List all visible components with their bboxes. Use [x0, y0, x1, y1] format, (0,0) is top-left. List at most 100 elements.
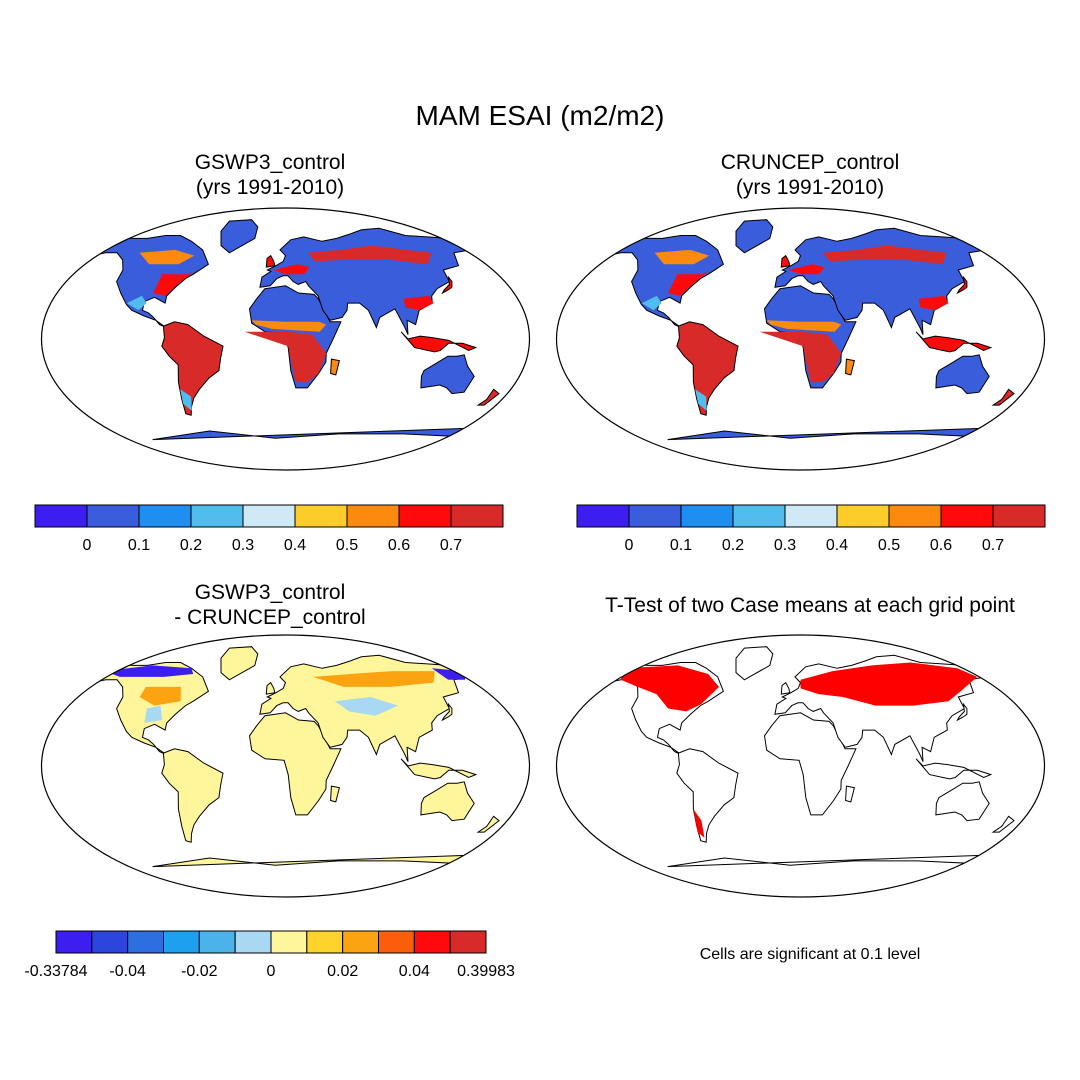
patch-siberia [307, 245, 432, 265]
patch-siberia [822, 245, 947, 265]
colorbar-tick-label: 0.2 [180, 537, 202, 554]
panel-title-top-left: GSWP3_control (yrs 1991-2010) [120, 150, 420, 200]
map-ttest-significance [555, 634, 1046, 898]
colorbar-swatch [198, 930, 236, 954]
patch-canada [654, 249, 710, 265]
patch-canada [139, 249, 195, 265]
patch-sig-north-america [620, 665, 719, 712]
region-madagascar [330, 785, 341, 803]
region-madagascar [330, 358, 341, 376]
region-greenland [220, 646, 259, 681]
region-newzealand [991, 815, 1015, 833]
colorbar-swatch [378, 930, 415, 954]
panel-title-top-right-line2: (yrs 1991-2010) [735, 176, 885, 199]
patch-diff-us [144, 705, 163, 723]
colorbar-swatch [888, 504, 942, 528]
patch-south-china [918, 295, 949, 311]
region-japan [956, 702, 968, 722]
colorbar-swatch [342, 930, 379, 954]
colorbar-gswp3: 0 0.1 0.2 0.3 0.4 0.5 0.6 0.7 [34, 504, 504, 554]
colorbar-swatch [732, 504, 786, 528]
region-australia [420, 781, 475, 822]
patch-diff-siberia [313, 671, 435, 687]
region-newzealand [476, 388, 500, 406]
panel-title-bottom-left-line1: GSWP3_control [194, 581, 346, 604]
patch-patagonia [180, 389, 192, 411]
colorbar-tick-label: 0.39983 [457, 963, 515, 980]
region-indonesia [400, 331, 478, 353]
colorbar-tick-label: 0.7 [440, 537, 462, 554]
patch-diff-central-asia [334, 697, 398, 716]
colorbar-swatch [91, 930, 129, 954]
colorbar-swatch [242, 504, 296, 528]
colorbar-difference: -0.33784 -0.04 -0.02 0 0.02 0.04 0.39983 [24, 930, 515, 980]
panel-title-top-right: CRUNCEP_control (yrs 1991-2010) [660, 150, 960, 200]
colorbar-tick-label: 0 [83, 537, 92, 554]
colorbar-tick-label: -0.04 [109, 963, 146, 980]
colorbar-tick-label: 0.5 [878, 537, 900, 554]
colorbar-swatch [346, 504, 400, 528]
colorbar-tick-label: -0.02 [181, 963, 218, 980]
colorbar-tick-label: 0.7 [982, 537, 1004, 554]
patch-sahel [766, 320, 842, 332]
colorbar-swatch [34, 504, 88, 528]
map-cruncep-control [555, 207, 1046, 471]
region-southAmerica [161, 748, 224, 843]
colorbar-tick-label: 0.6 [388, 537, 410, 554]
region-newzealand [991, 388, 1015, 406]
colorbar-cruncep: 0 0.1 0.2 0.3 0.4 0.5 0.6 0.7 [576, 504, 1046, 554]
patch-sahel [251, 320, 327, 332]
colorbar-swatch [127, 930, 164, 954]
region-indonesia [915, 758, 993, 780]
figure-title: MAM ESAI (m2/m2) [415, 100, 665, 131]
panel-title-bottom-left-line2: - CRUNCEP_control [174, 606, 366, 629]
patch-europe [788, 264, 825, 275]
map-border [40, 207, 531, 471]
region-madagascar [845, 358, 856, 376]
colorbar-tick-label: 0.4 [826, 537, 848, 554]
patch-south-china [403, 295, 434, 311]
colorbar-swatch [138, 504, 192, 528]
colorbar-swatch [940, 504, 994, 528]
colorbar-swatch [306, 930, 344, 954]
patch-sig-chile [693, 809, 705, 838]
colorbar-tick-label: 0.5 [336, 537, 358, 554]
region-newzealand [476, 815, 500, 833]
colorbar-swatch [190, 504, 244, 528]
patch-mexico [126, 295, 147, 311]
region-greenland [735, 219, 774, 254]
patch-sig-eurasia [800, 662, 978, 706]
region-southAmerica [676, 321, 739, 416]
colorbar-swatch [270, 930, 308, 954]
panel-title-top-left-line2: (yrs 1991-2010) [195, 176, 345, 199]
region-africa [763, 712, 857, 816]
panel-title-bottom-left: GSWP3_control - CRUNCEP_control [120, 580, 420, 630]
colorbar-swatch [450, 504, 504, 528]
patch-eastern-us [668, 271, 709, 296]
region-britain [780, 254, 791, 268]
colorbar-tick-label: 0 [625, 537, 634, 554]
colorbar-tick-label: 0.3 [774, 537, 796, 554]
region-japan [441, 275, 453, 295]
colorbar-tick-label: 0 [267, 963, 276, 980]
significance-note: Cells are significant at 0.1 level [699, 946, 921, 963]
colorbar-swatch [628, 504, 682, 528]
region-japan [441, 702, 453, 722]
region-indonesia [915, 331, 993, 353]
colorbar-tick-label: 0.04 [399, 963, 430, 980]
colorbar-swatch [576, 504, 630, 528]
colorbar-tick-label: 0.2 [722, 537, 744, 554]
colorbar-swatch [163, 930, 200, 954]
patch-diff-arctic-na [104, 665, 194, 677]
region-southAmerica [676, 748, 739, 843]
patch-central-africa [759, 331, 842, 383]
region-indonesia [400, 758, 478, 780]
panel-title-top-right-line1: CRUNCEP_control [720, 151, 900, 174]
colorbar-swatch [55, 930, 93, 954]
map-border [40, 634, 531, 898]
colorbar-tick-label: 0.02 [327, 963, 358, 980]
patch-central-africa [244, 331, 327, 383]
panel-title-top-left-line1: GSWP3_control [194, 151, 346, 174]
colorbar-swatch [836, 504, 890, 528]
colorbar-swatch [413, 930, 451, 954]
